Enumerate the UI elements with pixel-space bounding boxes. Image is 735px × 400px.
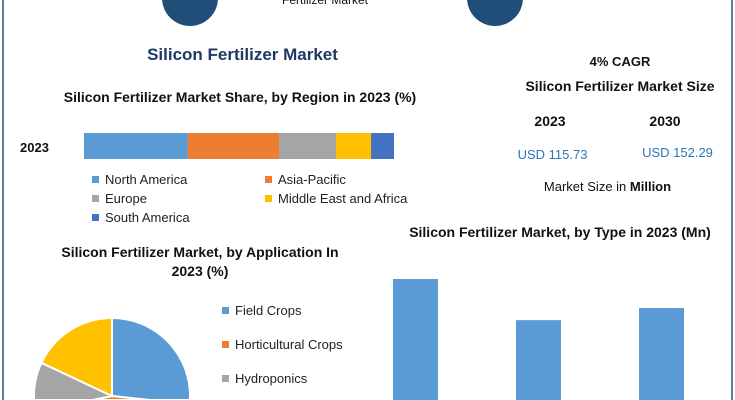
value-2030: USD 152.29 (642, 145, 713, 160)
legend-label: Field Crops (235, 303, 302, 318)
pie-slice (92, 394, 150, 400)
frame-left (2, 0, 4, 400)
legend-swatch (222, 375, 229, 382)
legend-item: North America (92, 172, 187, 187)
pie-slice (33, 361, 116, 400)
legend-swatch (92, 214, 99, 221)
legend-label: Middle East and Africa (278, 191, 408, 206)
note-text: Market Size in (543, 179, 630, 194)
bar-segment-south-america (371, 133, 394, 159)
header-text: Fertilizer Market (281, 0, 368, 7)
legend-swatch (92, 176, 99, 183)
application-chart-title: Silicon Fertilizer Market, by Applicatio… (61, 244, 339, 279)
legend-item: Middle East and Africa (265, 191, 407, 206)
market-size-heading: Silicon Fertilizer Market Size (525, 78, 715, 94)
legend-item: Field Crops (222, 303, 301, 318)
legend-label: Hydroponics (235, 371, 308, 386)
type-bar (639, 308, 684, 400)
legend-item: Asia-Pacific (265, 172, 346, 187)
frame-right (731, 0, 733, 400)
note-unit: Million (629, 179, 672, 194)
page-title: Silicon Fertilizer Market (147, 45, 338, 64)
pie-slice (111, 316, 191, 400)
year-2030: 2030 (649, 113, 681, 129)
bar-segment-asia-pacific (187, 133, 279, 159)
region-chart-title: Silicon Fertilizer Market Share, by Regi… (63, 89, 417, 105)
legend-item: Horticultural Crops (222, 337, 343, 352)
legend-item: South America (92, 210, 190, 225)
legend-swatch (92, 195, 99, 202)
cagr: 4% CAGR (589, 54, 651, 69)
value-2023: USD 115.73 (517, 147, 588, 162)
type-bar (393, 279, 438, 400)
legend-label: Asia-Pacific (278, 172, 346, 187)
pie-slice (40, 317, 113, 398)
market-size-note: Market Size in Million (520, 177, 695, 196)
legend-swatch (222, 341, 229, 348)
bar-segment-europe (278, 133, 337, 159)
legend-label: Europe (105, 191, 147, 206)
bar-segment-north-america (84, 133, 188, 159)
legend-swatch (265, 176, 272, 183)
legend-label: South America (105, 210, 190, 225)
year-2023: 2023 (534, 113, 566, 129)
region-bar-label: 2023 (20, 140, 49, 155)
legend-label: North America (105, 172, 188, 187)
type-bar (516, 320, 561, 400)
legend-label: Horticultural Crops (235, 337, 343, 352)
legend-item: Europe (92, 191, 147, 206)
legend-swatch (265, 195, 272, 202)
type-chart-title: Silicon Fertilizer Market, by Type in 20… (409, 224, 711, 240)
legend-item: Hydroponics (222, 371, 307, 386)
bar-segment-middle-east-and-africa (336, 133, 372, 159)
legend-swatch (222, 307, 229, 314)
